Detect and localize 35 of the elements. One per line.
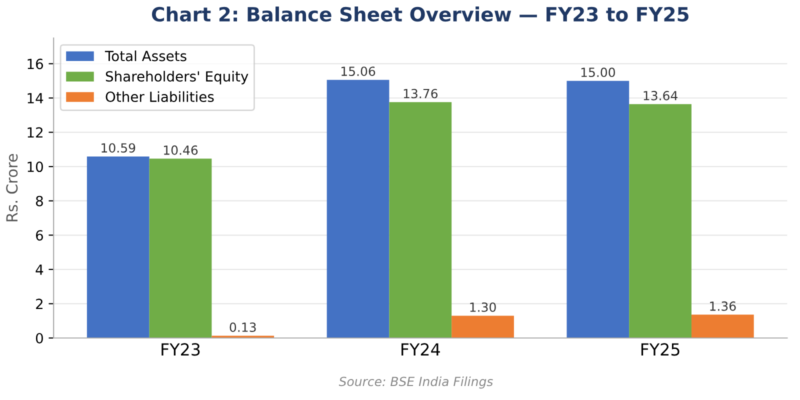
data-label: 10.59 xyxy=(102,143,136,153)
chart-title: Chart 2: Balance Sheet Overview — FY23 to FY25 xyxy=(152,6,688,22)
y-tick-label: 12 xyxy=(28,127,42,138)
bar xyxy=(629,104,692,338)
legend-label: Shareholders' Equity xyxy=(106,70,248,84)
data-label: 1.30 xyxy=(470,302,496,312)
bar xyxy=(691,314,754,338)
y-tick-label: 6 xyxy=(36,230,44,241)
data-label: 10.46 xyxy=(164,145,198,155)
legend-label: Total Assets xyxy=(104,50,186,62)
y-tick-label: 14 xyxy=(28,93,44,104)
data-label: 0.13 xyxy=(230,322,256,332)
data-label: 15.00 xyxy=(581,68,615,78)
y-axis-title: Rs. Crore xyxy=(6,154,18,222)
y-tick-label: 16 xyxy=(28,58,44,70)
data-label: 13.76 xyxy=(404,88,438,98)
y-tick-label: 0 xyxy=(36,332,43,344)
bar xyxy=(452,316,514,338)
bar xyxy=(326,80,390,338)
bar xyxy=(149,158,212,338)
legend-label: Other Liabilities xyxy=(106,91,214,102)
y-tick-label: 10 xyxy=(28,162,43,172)
data-label: 13.64 xyxy=(644,90,678,100)
data-label: 15.06 xyxy=(342,66,376,76)
y-tick-label: 4 xyxy=(36,264,44,275)
y-tick-label: 8 xyxy=(36,196,43,206)
source-note: Source: BSE India Filings xyxy=(338,376,493,389)
data-label: 1.36 xyxy=(710,301,736,311)
x-tick-label: FY25 xyxy=(641,343,680,356)
bar xyxy=(389,102,452,338)
x-tick-label: FY24 xyxy=(402,343,440,356)
bar xyxy=(86,156,150,338)
y-tick-label: 2 xyxy=(36,298,42,309)
x-tick-label: FY23 xyxy=(162,343,200,356)
bar xyxy=(566,80,630,338)
